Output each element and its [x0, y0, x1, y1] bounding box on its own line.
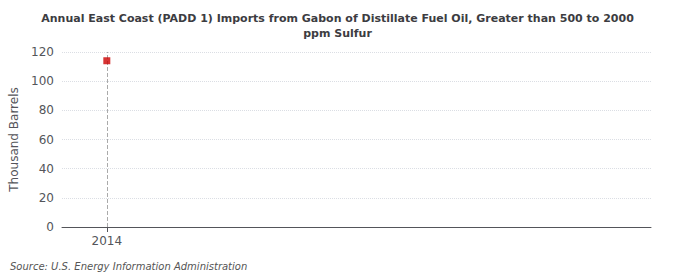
- svg-text:ppm Sulfur: ppm Sulfur: [303, 27, 372, 40]
- svg-text:20: 20: [39, 191, 54, 205]
- svg-text:Thousand Barrels: Thousand Barrels: [7, 87, 21, 192]
- svg-text:40: 40: [39, 162, 54, 176]
- svg-text:120: 120: [31, 45, 54, 59]
- svg-text:0: 0: [46, 220, 54, 234]
- svg-text:80: 80: [39, 103, 54, 117]
- svg-text:2014: 2014: [92, 234, 123, 248]
- svg-text:Annual East Coast (PADD 1) Imp: Annual East Coast (PADD 1) Imports from …: [41, 12, 634, 25]
- svg-text:60: 60: [39, 133, 54, 147]
- svg-text:100: 100: [31, 74, 54, 88]
- svg-text:Source: U.S. Energy Informatio: Source: U.S. Energy Information Administ…: [10, 261, 247, 272]
